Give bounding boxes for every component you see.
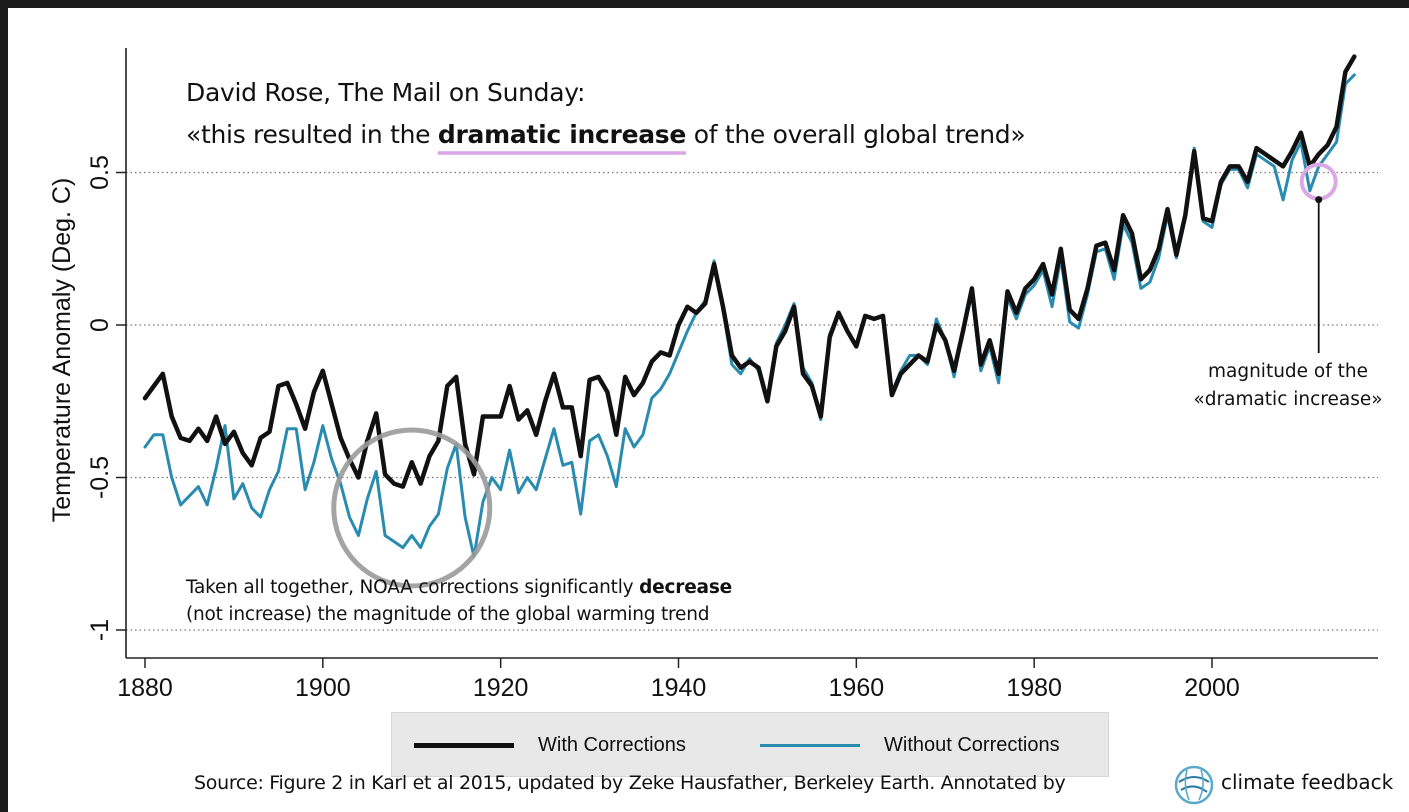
y-axis-label: Temperature Anomaly (Deg. C) xyxy=(48,178,76,523)
series-with-corrections xyxy=(142,54,1357,489)
y-tick-label: -0.5 xyxy=(86,456,114,499)
magnitude-note-line1: magnitude of the xyxy=(1207,361,1369,382)
axes xyxy=(116,48,1378,668)
x-tick-label: 1920 xyxy=(473,674,529,702)
grid-lines xyxy=(126,171,1378,631)
climate-feedback-logo-icon xyxy=(1174,765,1214,805)
source-credit: Source: Figure 2 in Karl et al 2015, upd… xyxy=(194,772,1066,794)
magnitude-note: magnitude of the «dramatic increase» xyxy=(1168,358,1408,414)
quote-line2: «this resulted in the dramatic increase … xyxy=(186,120,1026,149)
y-tick-label: -1 xyxy=(86,619,114,641)
quote-emphasis: dramatic increase xyxy=(437,120,687,149)
x-tick-label: 1980 xyxy=(1006,674,1062,702)
tick-labels: -1 -0.5 0 0.5 1880 1900 1920 1940 1960 1980 2000 xyxy=(86,155,1240,702)
legend-item-without-corrections: Without Corrections xyxy=(760,733,1060,757)
quote-line1: David Rose, The Mail on Sunday: xyxy=(186,78,586,107)
y-tick-label: 0.5 xyxy=(86,155,114,190)
legend-swatch-blue xyxy=(760,743,860,747)
corrections-note-line2: (not increase) the magnitude of the glob… xyxy=(186,604,710,625)
logo-text: climate feedback xyxy=(1221,770,1394,794)
temperature-chart: -1 -0.5 0 0.5 1880 1900 1920 1940 1960 1980 2000 T… xyxy=(48,48,1378,702)
y-tick-label: 0 xyxy=(86,318,114,332)
series-without-corrections xyxy=(143,73,1356,559)
legend-label: With Corrections xyxy=(538,733,686,756)
legend-item-with-corrections: With Corrections xyxy=(414,733,686,757)
figure-frame: -1 -0.5 0 0.5 1880 1900 1920 1940 1960 1980 2000 T… xyxy=(8,8,1409,812)
quote-suffix: of the overall global trend» xyxy=(686,120,1026,149)
x-tick-label: 1940 xyxy=(651,674,707,702)
legend-label: Without Corrections xyxy=(884,733,1060,756)
note-emphasis: decrease xyxy=(639,577,732,598)
legend-swatch-black xyxy=(414,742,514,748)
quote-prefix: «this resulted in the xyxy=(186,120,438,149)
grey-highlight-circle xyxy=(331,427,493,589)
annotation-marks xyxy=(331,151,1338,589)
legend: With Corrections Without Corrections xyxy=(391,712,1109,777)
x-tick-label: 1960 xyxy=(829,674,885,702)
corrections-note-line1: Taken all together, NOAA corrections sig… xyxy=(186,574,732,601)
series-lines xyxy=(142,54,1357,559)
x-tick-label: 1880 xyxy=(117,674,173,702)
x-tick-label: 1900 xyxy=(295,674,351,702)
note-prefix: Taken all together, NOAA corrections sig… xyxy=(186,577,640,598)
magnitude-note-line2: «dramatic increase» xyxy=(1193,389,1383,410)
x-tick-label: 2000 xyxy=(1184,674,1240,702)
corrections-note: Taken all together, NOAA corrections sig… xyxy=(186,574,732,628)
